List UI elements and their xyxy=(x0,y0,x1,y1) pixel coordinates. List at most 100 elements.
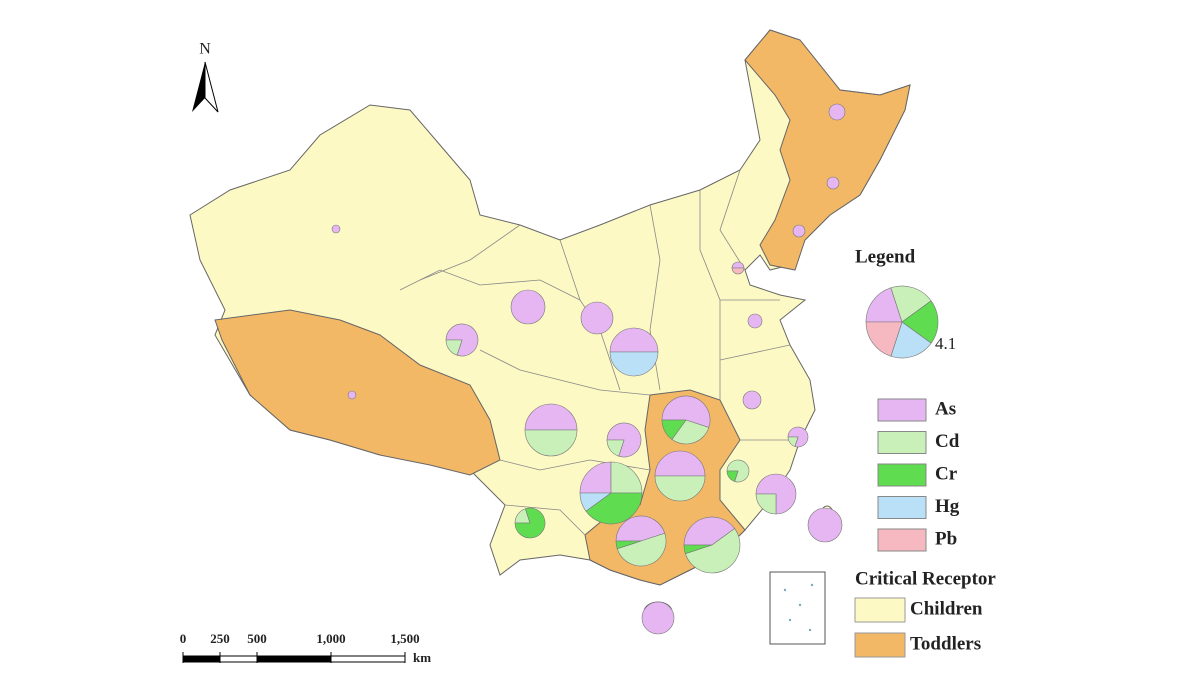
province-pie xyxy=(826,176,840,190)
receptor-title: Critical Receptor xyxy=(855,568,996,589)
legend-swatch xyxy=(877,463,927,487)
inset-dot xyxy=(788,618,792,622)
scale-label: 1,000 xyxy=(316,631,345,646)
legend-label: Hg xyxy=(935,496,960,517)
arrow-left xyxy=(192,62,205,112)
province-pie xyxy=(654,450,706,502)
pie-slice xyxy=(901,300,939,344)
north-label: N xyxy=(199,41,211,58)
legend-swatch xyxy=(877,431,927,454)
pie-slice xyxy=(524,403,578,431)
pie-slice xyxy=(684,528,741,574)
province-pie xyxy=(331,224,341,234)
pie-slice xyxy=(609,351,659,377)
pie-slice xyxy=(890,285,932,323)
legend-swatch xyxy=(877,398,927,422)
legend-label: Cd xyxy=(935,431,960,452)
legend-label: Pb xyxy=(935,528,957,549)
pie-slice xyxy=(661,419,687,440)
pie-slice xyxy=(726,470,739,482)
inset-dot xyxy=(798,603,802,607)
pie-slice xyxy=(585,492,643,525)
pie-slice xyxy=(661,395,711,428)
pie-slice xyxy=(615,515,666,542)
receptor-swatch xyxy=(854,632,906,658)
scale-label: 0 xyxy=(180,631,187,646)
province-pie xyxy=(445,323,479,357)
pie-slice xyxy=(347,390,357,400)
pie-slice xyxy=(683,516,736,546)
pie-slice xyxy=(742,390,762,410)
inset-frame xyxy=(769,571,826,645)
pie-slice xyxy=(514,507,546,539)
province-pie xyxy=(731,261,745,275)
pie-slice xyxy=(580,301,614,335)
province-pie xyxy=(606,422,642,458)
province-pie xyxy=(747,313,763,329)
pie-slice xyxy=(615,540,642,550)
pie-slice xyxy=(755,493,777,515)
pie-slice xyxy=(731,261,745,269)
north-arrow: N xyxy=(192,41,219,113)
province-pie xyxy=(524,403,578,457)
pie-slice xyxy=(807,507,843,543)
pie-slice xyxy=(683,544,713,555)
receptor-label: Toddlers xyxy=(910,633,981,654)
map-regions xyxy=(189,29,911,623)
pie-slice xyxy=(641,601,675,635)
pie-slice xyxy=(331,224,341,234)
scale-label: 500 xyxy=(247,631,267,646)
province-pie xyxy=(609,327,659,377)
receptor-swatch xyxy=(854,597,906,623)
pie-slice xyxy=(654,450,706,477)
inset-dot xyxy=(808,628,812,632)
pie-slice xyxy=(579,492,612,512)
scale-segment xyxy=(182,655,221,663)
pie-slice xyxy=(524,429,578,457)
scale-label: 1,500 xyxy=(390,631,419,646)
province-pie xyxy=(347,390,357,400)
pie-slice xyxy=(671,419,710,445)
pie-slice xyxy=(865,321,903,357)
pie-slice xyxy=(609,327,659,353)
inset-dot xyxy=(810,583,814,587)
pie-slice xyxy=(445,339,463,356)
scale-label: 250 xyxy=(210,631,230,646)
pie-slice xyxy=(792,224,806,238)
pie-slice xyxy=(616,532,667,567)
province-pie xyxy=(579,461,643,525)
pie-slice xyxy=(747,313,763,329)
pie-slice xyxy=(654,475,706,502)
province-pie xyxy=(787,426,809,448)
pie-slice xyxy=(826,176,840,190)
province-pie xyxy=(615,515,667,567)
province-pie xyxy=(742,390,762,410)
province-pie xyxy=(683,516,741,574)
inset-box xyxy=(769,571,826,645)
legend-pie xyxy=(865,285,939,359)
legend-label: As xyxy=(935,398,956,419)
province-pie xyxy=(726,459,750,483)
pie-slice xyxy=(828,103,846,121)
province-pie xyxy=(641,601,675,635)
scale-segment xyxy=(219,655,258,663)
province-pie xyxy=(792,224,806,238)
province-pie xyxy=(580,301,614,335)
pie-slice xyxy=(890,321,932,359)
province-pie xyxy=(510,289,546,325)
pie-slice xyxy=(865,287,903,323)
province-pie xyxy=(755,473,797,515)
tibet-toddlers xyxy=(214,309,501,476)
province-pie xyxy=(807,507,843,543)
pie-slice xyxy=(731,267,745,275)
pie-slice xyxy=(787,426,809,448)
northeast-toddlers xyxy=(744,29,911,271)
province-pie xyxy=(661,395,711,445)
scale-unit: km xyxy=(413,650,431,665)
pie-slice xyxy=(610,461,643,494)
legend-label: Cr xyxy=(935,463,958,484)
province-pie xyxy=(514,507,546,539)
legend-swatch xyxy=(877,496,927,519)
inset-dot xyxy=(783,588,787,592)
legend-swatch xyxy=(877,528,927,552)
